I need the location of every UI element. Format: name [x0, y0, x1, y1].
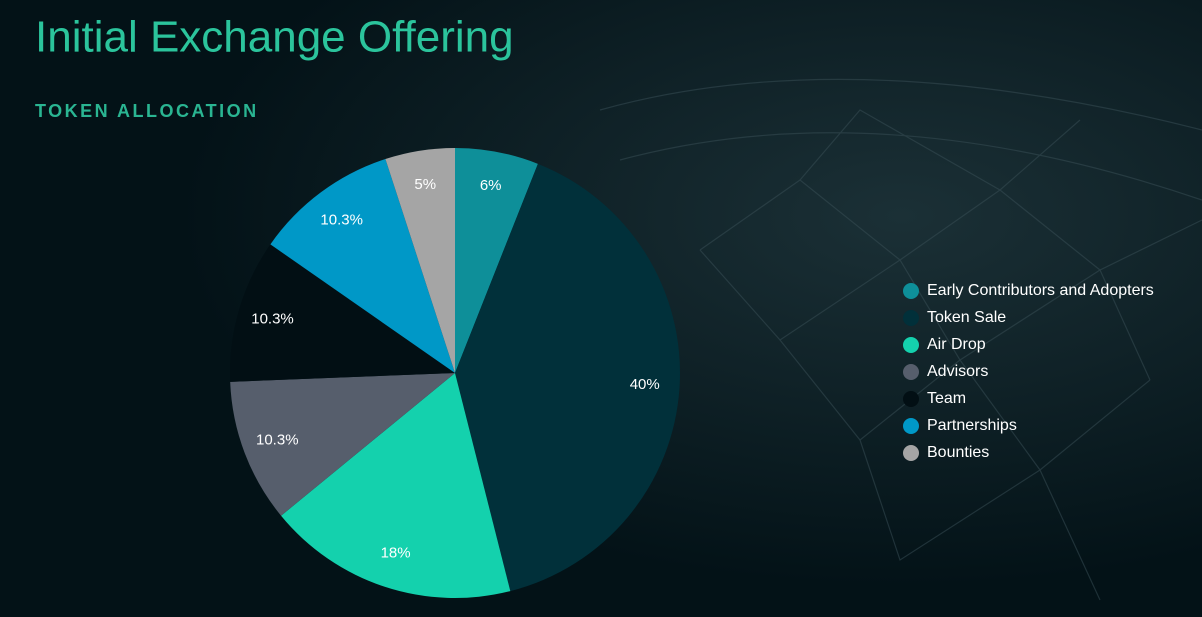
chart-title: Initial Exchange Offering [35, 13, 514, 62]
value-label: 6% [480, 177, 502, 194]
pie-slice [270, 159, 455, 373]
legend-marker [903, 364, 919, 380]
pie-slice [230, 244, 455, 382]
value-label: 10.3% [320, 211, 363, 228]
legend-label: Team [927, 390, 966, 407]
chart-subtitle: TOKEN ALLOCATION [35, 101, 259, 121]
legend-label: Bounties [927, 444, 989, 461]
value-label: 18% [381, 545, 411, 562]
legend-marker [903, 337, 919, 353]
legend-label: Partnerships [927, 417, 1017, 434]
background-mesh [599, 78, 1202, 601]
legend-label: Token Sale [927, 309, 1006, 326]
legend-marker [903, 418, 919, 434]
value-label: 5% [414, 176, 436, 193]
value-label: 10.3% [251, 311, 294, 328]
legend-marker [903, 283, 919, 299]
legend-label: Air Drop [927, 336, 986, 353]
value-label: 40% [630, 376, 660, 393]
legend-marker [903, 445, 919, 461]
value-label: 10.3% [256, 432, 299, 449]
pie-slice [455, 148, 538, 373]
legend-marker [903, 391, 919, 407]
pie-slice [385, 148, 455, 373]
pie-slice [455, 163, 680, 592]
pie-slice [281, 373, 511, 598]
legend-label: Advisors [927, 363, 988, 380]
pie-slice [230, 373, 455, 516]
legend-marker [903, 310, 919, 326]
legend-label: Early Contributors and Adopters [927, 282, 1154, 299]
